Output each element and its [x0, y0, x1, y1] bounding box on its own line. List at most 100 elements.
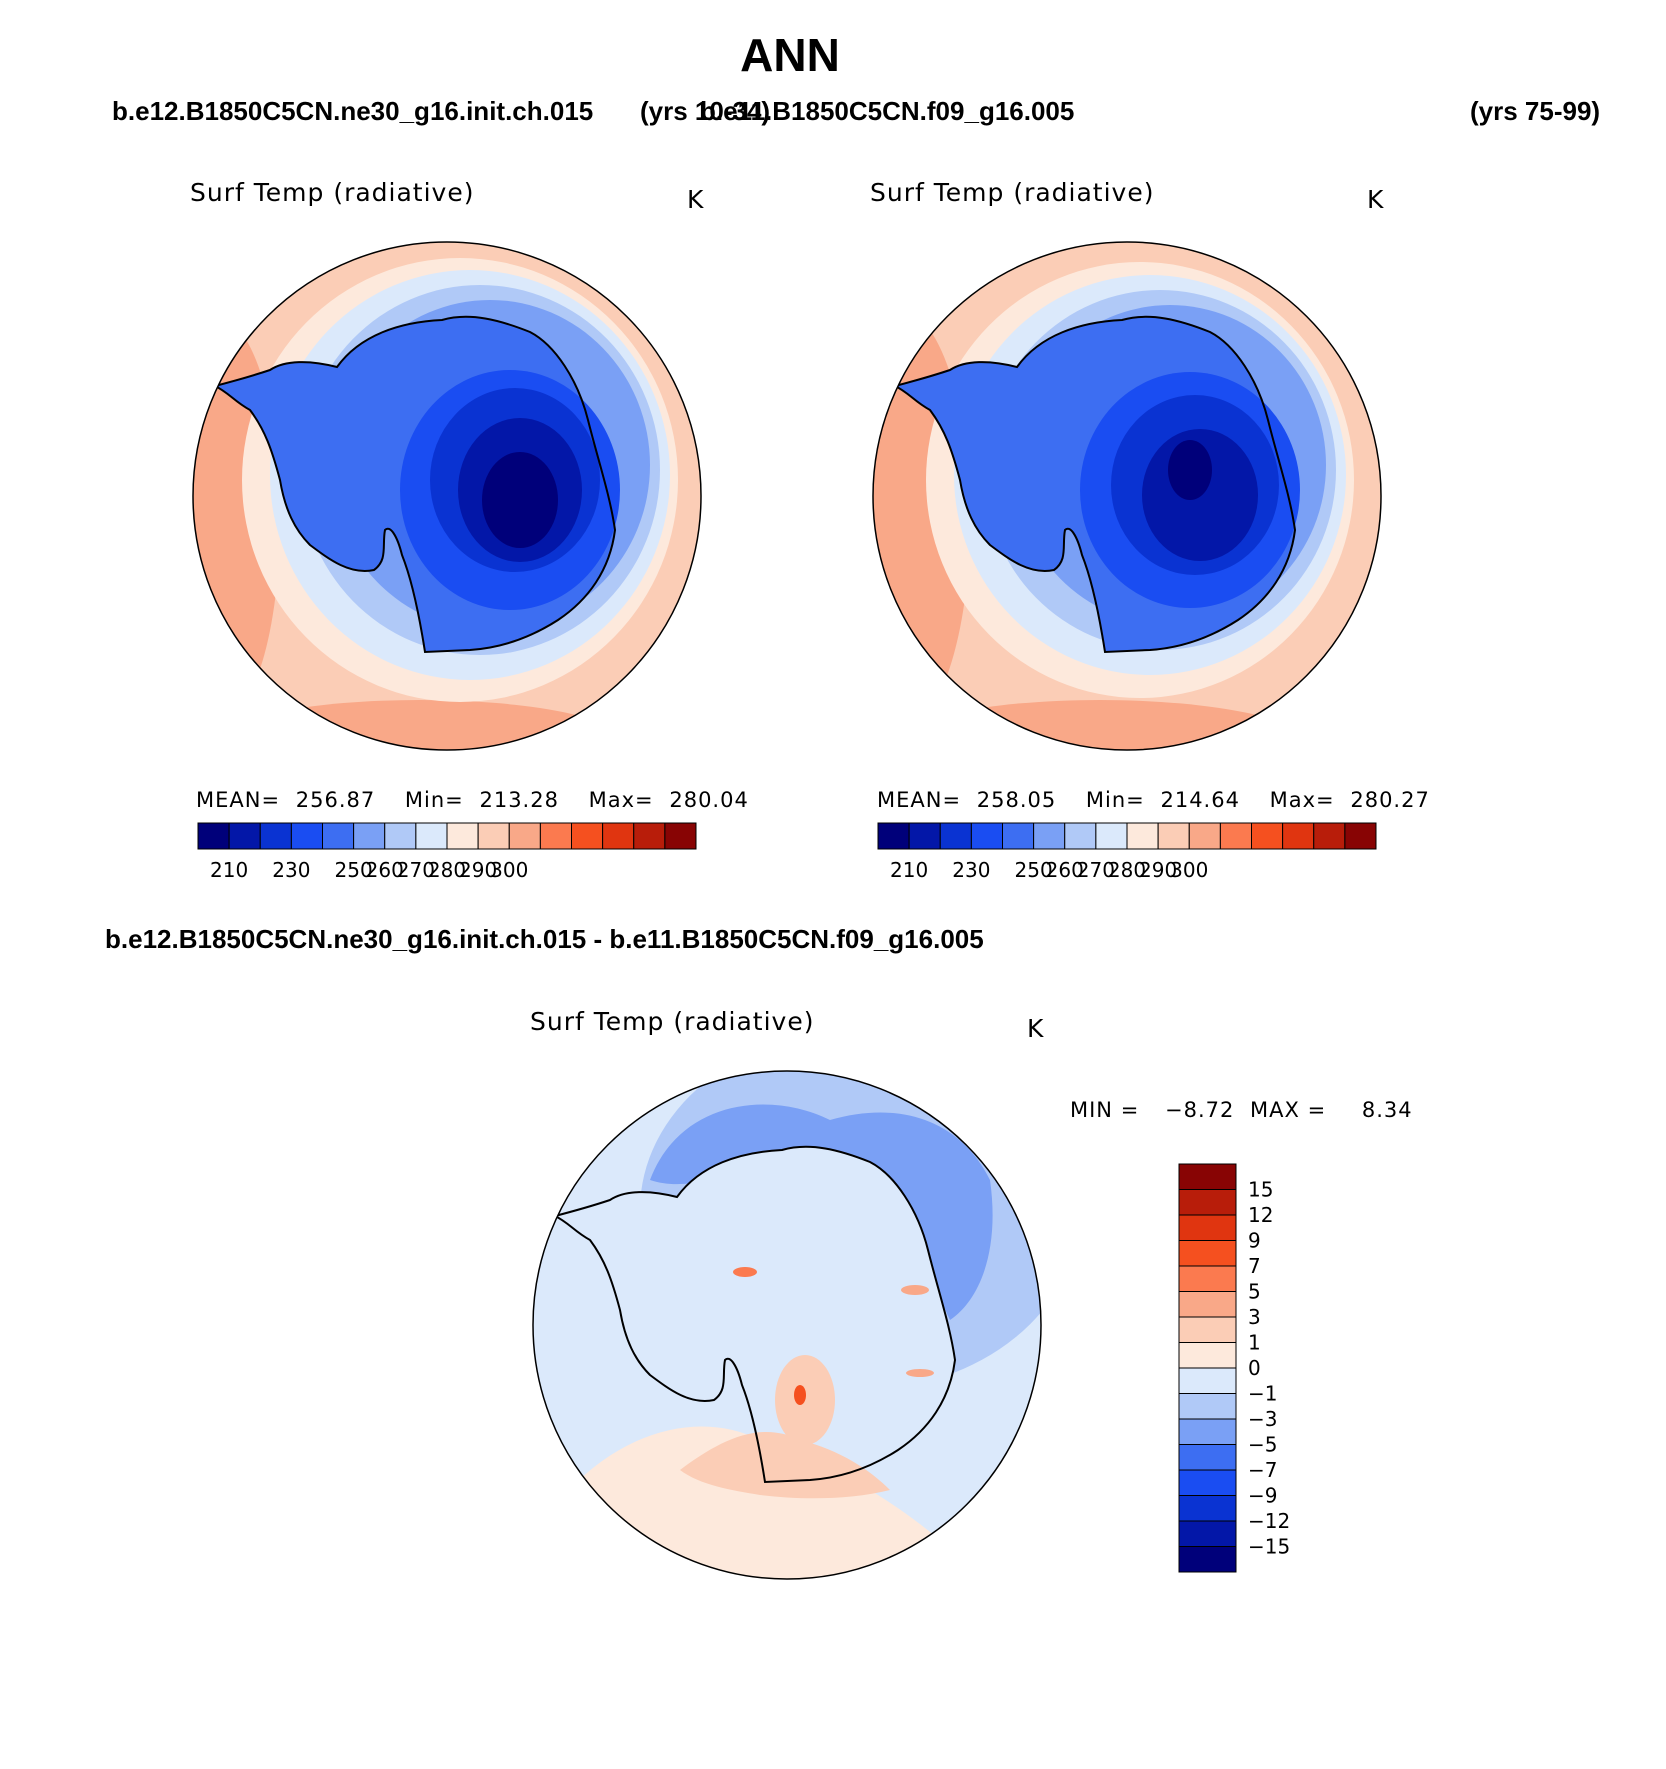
- panel-b-colorbar-box-1: [908, 822, 941, 850]
- panel-c-colorbar-box-11: [1178, 1444, 1237, 1471]
- panel-a-border: [192, 241, 702, 751]
- panel-b-max-label: Max=: [1270, 788, 1335, 812]
- panel-c-field-hotspot-4: [906, 1369, 934, 1377]
- panel-b-colorbar-box-3: [970, 822, 1003, 850]
- panel-c-colorbar-box-2: [1178, 1214, 1237, 1241]
- panel-b-colorbar-box-5: [1033, 822, 1066, 850]
- panel-b-colorbar-box-8: [1126, 822, 1159, 850]
- panel-c-colorbar-box-15: [1178, 1546, 1237, 1573]
- panel-c-colorbar-box-14: [1178, 1520, 1237, 1547]
- panel-b-colorbar-label-6: 290: [1139, 858, 1177, 882]
- panel-c-colorbar-label-2: 9: [1248, 1229, 1261, 1253]
- panel-c-colorbar-box-10: [1178, 1418, 1237, 1445]
- panel-c-map: [533, 1071, 1041, 1579]
- panel-a-max-label: Max=: [589, 788, 654, 812]
- panel-c-colorbar-box-8: [1178, 1367, 1237, 1394]
- panel-c-colorbar-box-1: [1178, 1189, 1237, 1216]
- panel-b-min: 214.64: [1160, 788, 1239, 812]
- panel-b-map: [873, 242, 1381, 750]
- panel-c-colorbar-label-14: −15: [1248, 1535, 1290, 1559]
- panel-c-max: 8.34: [1362, 1098, 1413, 1122]
- panel-c-colorbar-label-9: −3: [1248, 1407, 1277, 1431]
- panel-a-colorbar-box-14: [633, 822, 666, 850]
- panel-c-colorbar-box-12: [1178, 1469, 1237, 1496]
- panel-c-colorbar-label-0: 15: [1248, 1178, 1273, 1202]
- case-a-name: b.e12.B1850C5CN.ne30_g16.init.ch.015: [112, 96, 594, 126]
- panel-b-colorbar-box-6: [1064, 822, 1097, 850]
- panel-c-units: K: [1027, 1014, 1044, 1043]
- panel-c-field-hotspot-3: [901, 1285, 929, 1295]
- panel-a-colorbar-label-2: 250: [335, 858, 373, 882]
- panel-a-colorbar-box-6: [384, 822, 417, 850]
- panel-a-units: K: [687, 185, 704, 214]
- case-b-name: b.e11.B1850C5CN.f09_g16.005: [700, 96, 1075, 126]
- panel-a-colorbar-label-0: 210: [210, 858, 248, 882]
- panel-b-colorbar-box-4: [1002, 822, 1035, 850]
- panel-c-colorbar-label-10: −5: [1248, 1433, 1277, 1457]
- panel-c-colorbar-box-7: [1178, 1342, 1237, 1369]
- panel-c-title: Surf Temp (radiative): [530, 1007, 814, 1036]
- panel-a-colorbar-label-6: 290: [459, 858, 497, 882]
- panel-c-colorbar-box-4: [1178, 1265, 1237, 1292]
- panel-a-min: 213.28: [479, 788, 558, 812]
- panel-a-colorbar-label-1: 230: [272, 858, 310, 882]
- panel-c-colorbar-label-3: 7: [1248, 1254, 1261, 1278]
- main-title: ANN: [740, 29, 840, 81]
- panel-c-colorbar-box-5: [1178, 1291, 1237, 1318]
- panel-c-field-hotspot-2: [733, 1267, 757, 1277]
- svg-text:MEAN= 258.05 Min=: MEAN= 258.05 Min= 214.64 Max= 280.27: [877, 788, 1430, 812]
- panel-a-colorbar-box-2: [259, 822, 292, 850]
- panel-a-colorbar-box-12: [571, 822, 604, 850]
- panel-c-colorbar-label-11: −7: [1248, 1458, 1277, 1482]
- panel-a-max: 280.04: [669, 788, 748, 812]
- panel-b-colorbar-box-14: [1313, 822, 1346, 850]
- panel-b-colorbar-box-12: [1251, 822, 1284, 850]
- panel-a-colorbar-box-10: [508, 822, 541, 850]
- panel-a-colorbar-box-3: [290, 822, 323, 850]
- panel-c-colorbar-box-6: [1178, 1316, 1237, 1343]
- panel-c-colorbar-box-3: [1178, 1240, 1237, 1267]
- panel-b-colorbar-box-15: [1344, 822, 1377, 850]
- panel-c-colorbar-label-6: 1: [1248, 1331, 1261, 1355]
- panel-a-title: Surf Temp (radiative): [190, 178, 474, 207]
- panel-b-field-warm-south: [890, 700, 1310, 750]
- panel-b-colorbar-label-1: 230: [952, 858, 990, 882]
- panel-a-colorbar-box-9: [477, 822, 510, 850]
- panel-c-colorbar-box-0: [1178, 1163, 1237, 1190]
- panel-a-field-warm-south: [220, 700, 620, 750]
- panel-b-colorbar-box-2: [939, 822, 972, 850]
- panel-a-mean: 256.87: [296, 788, 375, 812]
- panel-a-colorbar-label-4: 270: [397, 858, 435, 882]
- panel-b-title: Surf Temp (radiative): [870, 178, 1154, 207]
- panel-c-colorbar-label-7: 0: [1248, 1356, 1261, 1380]
- panel-a-map: [193, 242, 701, 750]
- panel-c-min-label: MIN =: [1070, 1098, 1139, 1122]
- panel-a-colorbar-box-7: [415, 822, 448, 850]
- panel-c-border: [532, 1070, 1042, 1580]
- panel-b-colorbar-label-4: 270: [1077, 858, 1115, 882]
- panel-b-colorbar-box-11: [1219, 822, 1252, 850]
- panel-a-colorbar-label-3: 260: [366, 858, 404, 882]
- panel-c-field-pos-ross: [680, 1431, 890, 1499]
- svg-text:MEAN= 256.87 Min=: MEAN= 256.87 Min= 213.28 Max= 280.04: [196, 788, 749, 812]
- panel-b-colorbar-box-9: [1157, 822, 1190, 850]
- panel-b-min-label: Min=: [1086, 788, 1145, 812]
- panel-b-border: [872, 241, 1382, 751]
- panel-a-mean-label: MEAN=: [196, 788, 280, 812]
- panel-a-colorbar-box-13: [602, 822, 635, 850]
- panel-c-colorbar-label-4: 5: [1248, 1280, 1261, 1304]
- panel-a-colorbar-box-4: [322, 822, 355, 850]
- panel-a-colorbar-label-5: 280: [428, 858, 466, 882]
- panel-c-colorbar-label-8: −1: [1248, 1382, 1277, 1406]
- panel-a-colorbar-label-7: 300: [490, 858, 528, 882]
- panel-c-colorbar-label-12: −9: [1248, 1484, 1277, 1508]
- panel-b-units: K: [1367, 185, 1384, 214]
- panel-b-mean: 258.05: [977, 788, 1056, 812]
- panel-a-colorbar-box-5: [353, 822, 386, 850]
- panel-b-colorbar-label-2: 250: [1015, 858, 1053, 882]
- panel-c-colorbar-label-5: 3: [1248, 1305, 1261, 1329]
- panel-b-mean-label: MEAN=: [877, 788, 961, 812]
